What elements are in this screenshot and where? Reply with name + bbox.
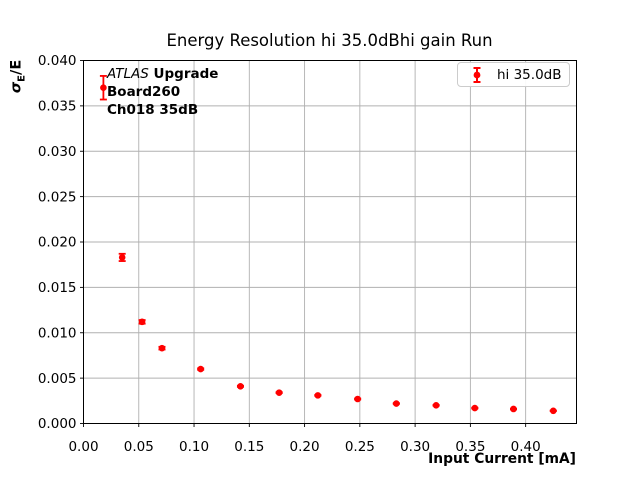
x-tick-label: 0.10 <box>179 439 209 455</box>
y-tick-label: 0.020 <box>38 235 77 251</box>
data-point <box>138 318 146 326</box>
y-tick-label: 0.015 <box>38 280 77 296</box>
chart-title: Energy Resolution hi 35.0dBhi gain Run <box>166 31 493 50</box>
x-tick-label: 0.05 <box>124 439 154 455</box>
y-tick-label: 0.040 <box>38 53 77 69</box>
data-point <box>354 395 361 403</box>
legend: hi 35.0dB <box>457 62 570 87</box>
annotation-board: Board260 <box>107 84 181 100</box>
legend-label: hi 35.0dB <box>497 66 562 83</box>
axes-spines <box>83 60 577 424</box>
y-tick-label: 0.000 <box>38 416 77 432</box>
data-point <box>118 254 126 261</box>
x-tick-label: 0.20 <box>290 439 320 455</box>
data-point <box>158 344 166 352</box>
data-point <box>432 402 440 409</box>
y-tick-label: 0.035 <box>38 99 77 115</box>
x-tick-label: 0.00 <box>68 439 98 455</box>
data-point <box>314 392 322 399</box>
x-tick-label: 0.15 <box>234 439 264 455</box>
y-tick-label: 0.005 <box>38 371 77 387</box>
data-point <box>275 389 283 396</box>
y-tick-label: 0.025 <box>38 189 77 205</box>
data-point <box>393 400 400 407</box>
data-point <box>237 382 244 390</box>
legend-errorbar-marker-icon <box>473 66 481 83</box>
data-point <box>549 407 557 415</box>
x-tick-label: 0.25 <box>345 439 375 455</box>
data-point <box>510 405 517 413</box>
data-point <box>471 404 479 412</box>
annotation-block: ATLAS Upgrade Board260 Ch018 35dB <box>107 65 218 119</box>
annotation-upgrade: Upgrade <box>148 66 219 82</box>
data-point <box>197 365 204 373</box>
ylabel-rest: /E <box>8 59 25 75</box>
x-tick-label: 0.30 <box>400 439 430 455</box>
x-tick-label: 0.40 <box>511 439 541 455</box>
sigma-symbol: σ <box>8 81 25 94</box>
y-tick-label: 0.030 <box>38 144 77 160</box>
legend-marker-dot <box>473 71 481 78</box>
data-point <box>100 84 107 92</box>
x-axis-label: Input Current [mA] <box>428 451 576 467</box>
y-axis-label: σE/E <box>9 50 28 102</box>
sigma-subscript: E <box>16 74 28 82</box>
y-tick-label: 0.010 <box>38 325 77 341</box>
annotation-atlas: ATLAS <box>107 66 149 82</box>
x-tick-label: 0.35 <box>455 439 485 455</box>
annotation-channel: Ch018 35dB <box>107 102 199 118</box>
annotation-line-1: ATLAS Upgrade <box>107 65 218 83</box>
